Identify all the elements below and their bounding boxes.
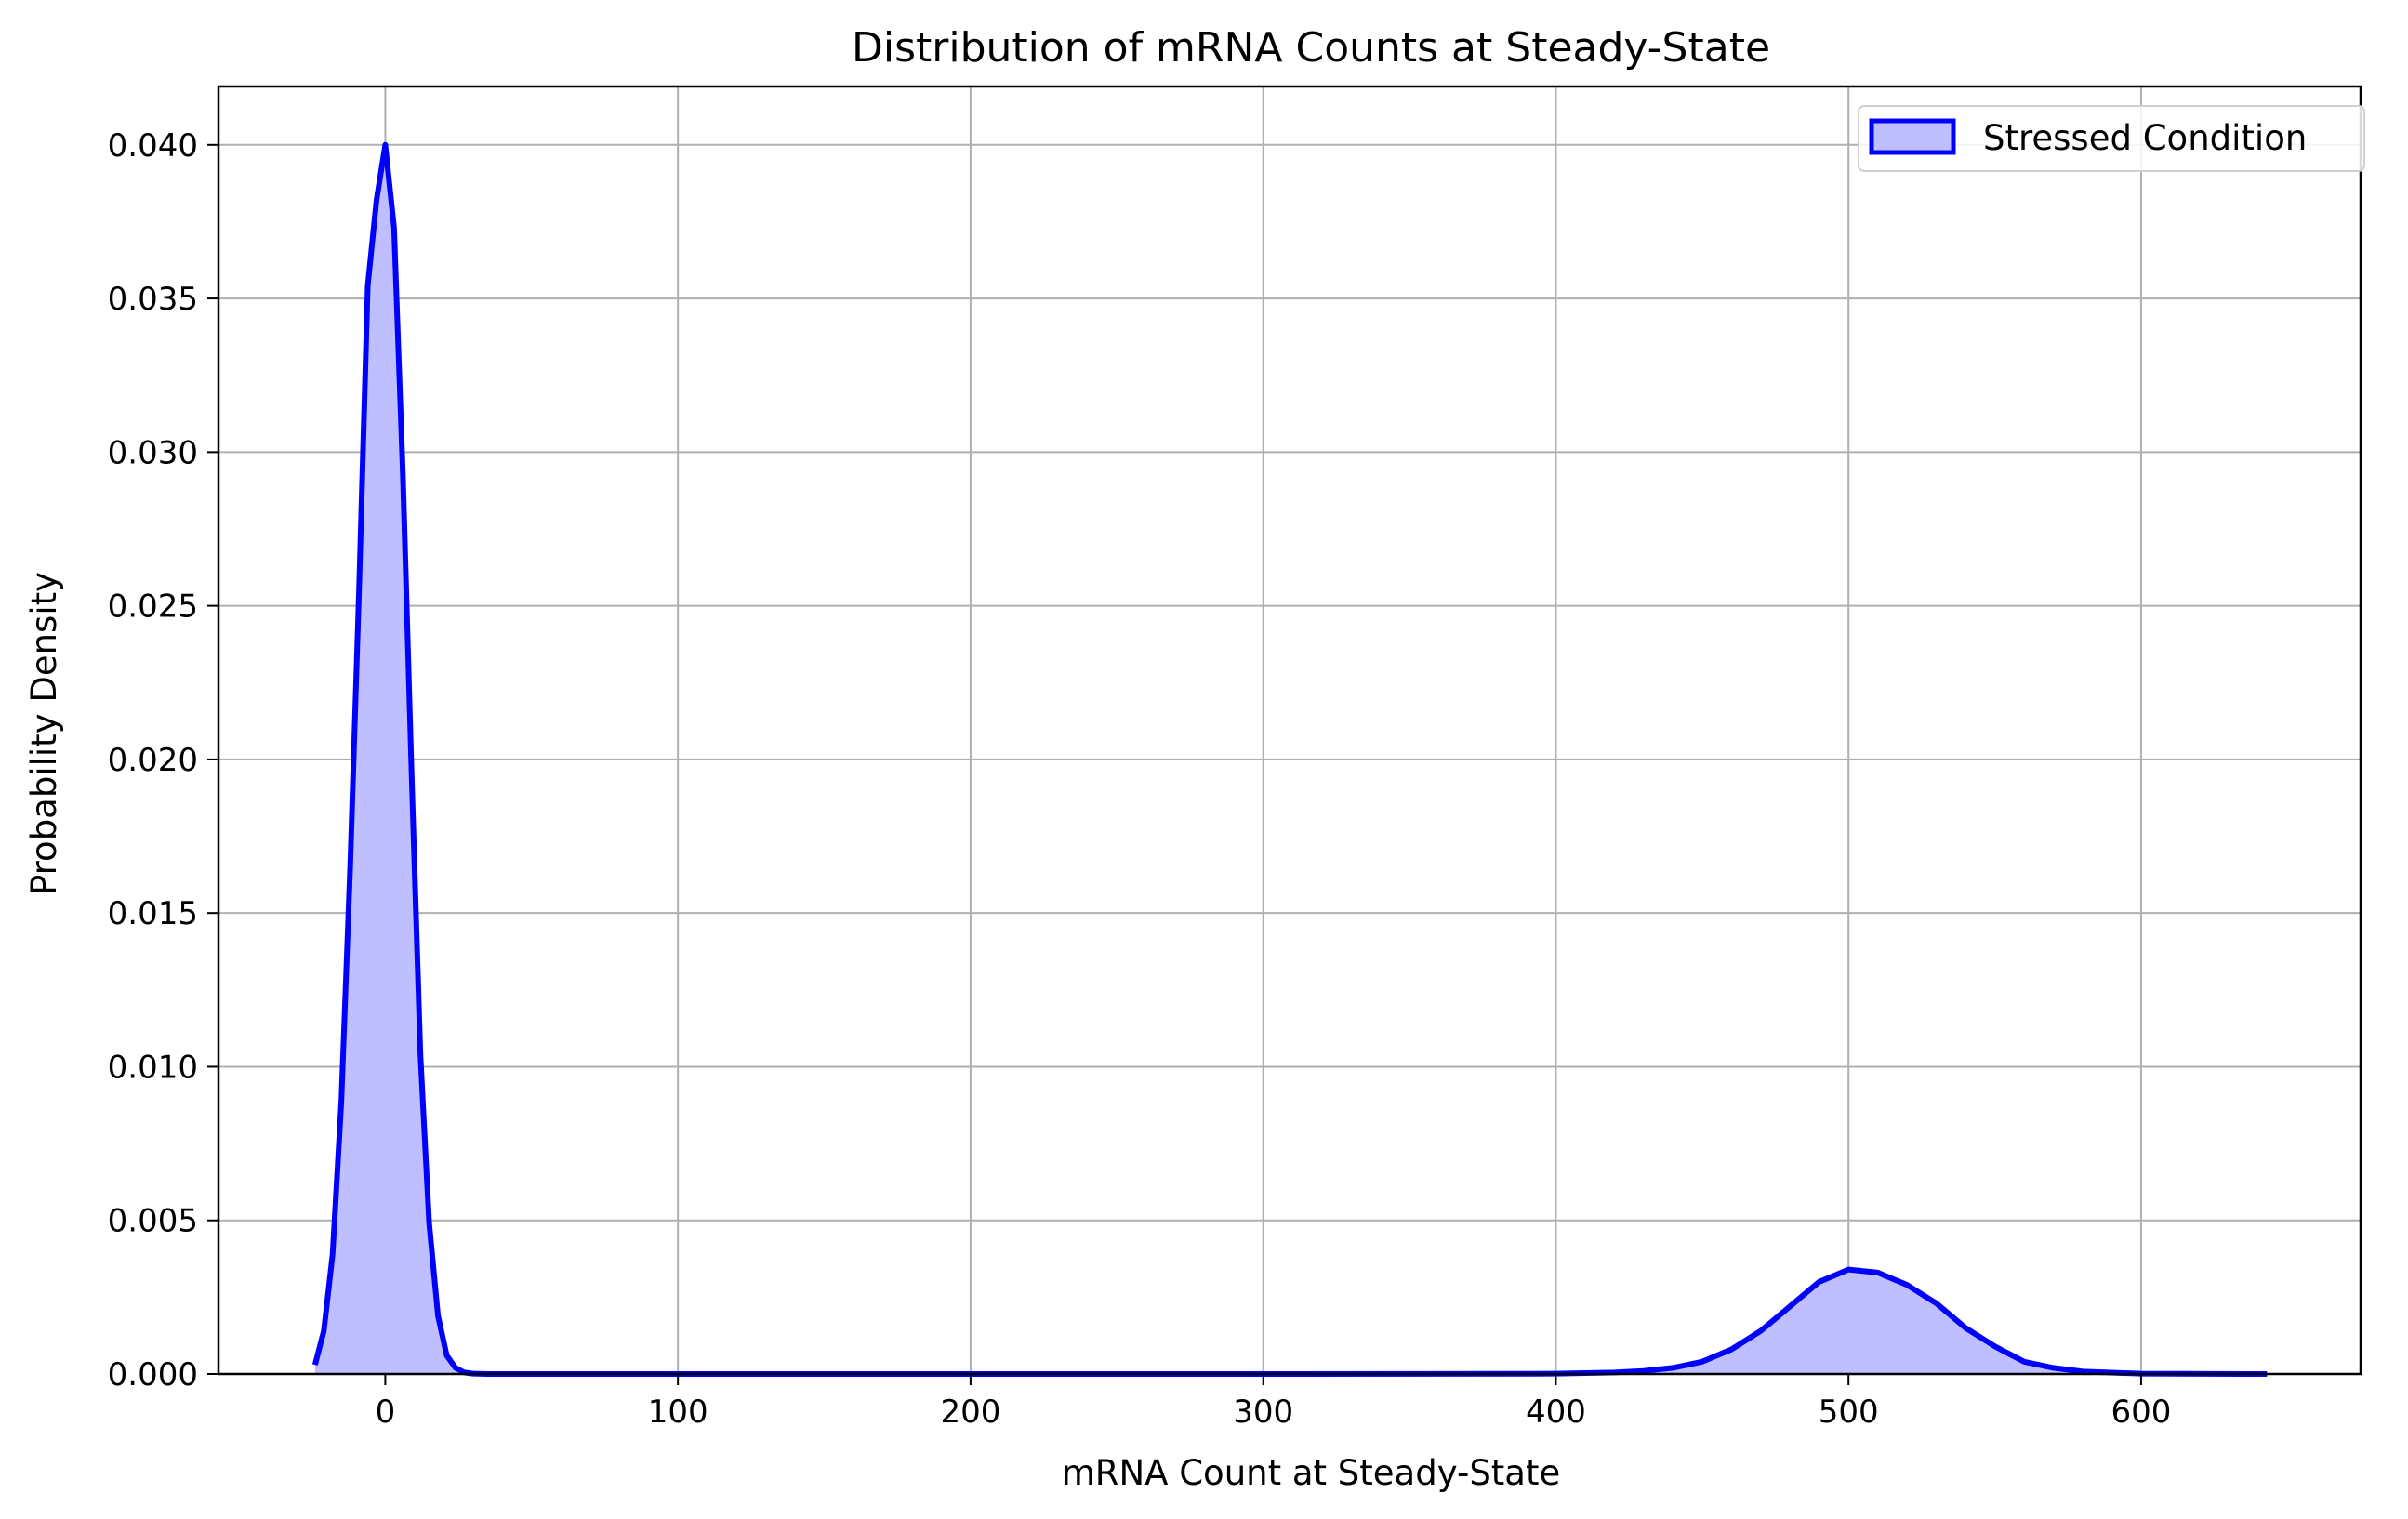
y-tick-label: 0.005: [108, 1203, 198, 1240]
legend: Stressed Condition: [1858, 105, 2365, 172]
y-tick-label: 0.025: [108, 588, 198, 626]
legend-entry-label: Stressed Condition: [1983, 118, 2307, 158]
y-tick-label: 0.030: [108, 434, 198, 471]
x-axis-label: mRNA Count at Steady-State: [1062, 1453, 1561, 1493]
y-tick-label: 0.040: [108, 127, 198, 165]
x-tick-label: 500: [1819, 1394, 1879, 1431]
x-tick-label: 300: [1233, 1394, 1293, 1431]
legend-swatch: [1869, 118, 1956, 155]
x-tick-label: 400: [1526, 1394, 1586, 1431]
x-tick-label: 100: [648, 1394, 708, 1431]
y-tick-label: 0.020: [108, 742, 198, 779]
legend-box: [1858, 105, 2365, 172]
x-tick-label: 200: [940, 1394, 1000, 1431]
x-axis: 0 100 200 300 400 500 600: [376, 1374, 2171, 1431]
chart-title: Distribution of mRNA Counts at Steady-St…: [852, 24, 1770, 72]
y-axis: 0.000 0.005 0.010 0.015 0.020 0.025 0.030 0.035…: [108, 127, 218, 1394]
y-tick-label: 0.015: [108, 895, 198, 932]
y-tick-label: 0.010: [108, 1049, 198, 1086]
x-tick-label: 0: [376, 1394, 396, 1431]
plot-frame: [217, 85, 2362, 1376]
y-tick-label: 0.035: [108, 281, 198, 318]
x-tick-label: 600: [2110, 1394, 2171, 1431]
y-axis-label: Probability Density: [24, 572, 64, 895]
y-tick-label: 0.000: [108, 1356, 198, 1394]
